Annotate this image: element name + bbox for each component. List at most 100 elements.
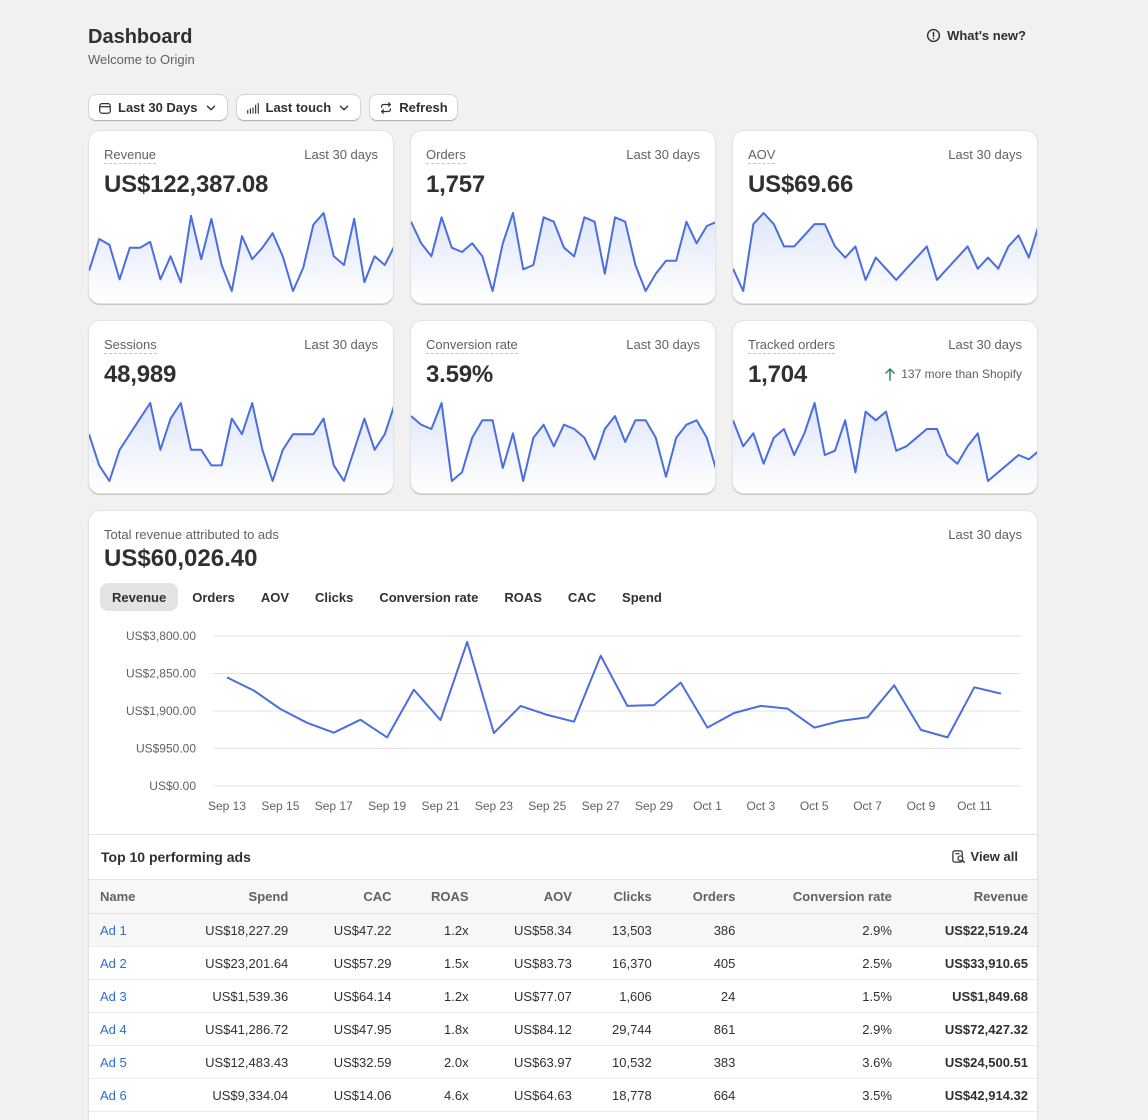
- data-point[interactable]: [781, 703, 793, 715]
- table-row[interactable]: Ad 4 US$41,286.72 US$47.95 1.8x US$84.12…: [89, 1012, 1037, 1046]
- refresh-button[interactable]: Refresh: [369, 94, 458, 121]
- metric-card-sessions: Sessions Last 30 days 48,989: [88, 320, 394, 494]
- table-row[interactable]: Ad 5 US$12,483.43 US$32.59 2.0x US$63.97…: [89, 1045, 1037, 1079]
- data-point[interactable]: [408, 684, 420, 696]
- cac-cell: US$32.59: [299, 1045, 403, 1079]
- orders-cell: 405: [662, 946, 747, 980]
- data-point[interactable]: [755, 700, 767, 712]
- data-point[interactable]: [862, 711, 874, 723]
- data-point[interactable]: [942, 731, 954, 743]
- ad-link[interactable]: Ad 4: [100, 1021, 127, 1037]
- column-header-aov[interactable]: AOV: [479, 879, 583, 914]
- tab-conversion-rate[interactable]: Conversion rate: [379, 589, 479, 605]
- metric-label[interactable]: Revenue: [104, 147, 157, 164]
- table-row[interactable]: Ad 1 US$18,227.29 US$47.22 1.2x US$58.34…: [89, 913, 1037, 947]
- ad-link[interactable]: Ad 5: [100, 1054, 127, 1070]
- ad-link[interactable]: Ad 1: [100, 922, 127, 938]
- column-header-spend[interactable]: Spend: [163, 879, 300, 914]
- sparkline-area: [411, 213, 715, 303]
- aov-cell: US$77.07: [479, 979, 583, 1013]
- metric-card-tracked-orders: Tracked orders Last 30 days 1,704 137 mo…: [732, 320, 1038, 494]
- data-point[interactable]: [461, 636, 473, 648]
- column-header-revenue[interactable]: Revenue: [902, 879, 1037, 914]
- metric-value: 1,757: [426, 171, 486, 198]
- data-point[interactable]: [995, 688, 1007, 700]
- metric-period: Last 30 days: [626, 147, 700, 162]
- metric-label[interactable]: Orders: [426, 147, 466, 164]
- y-tick-label: US$3,800.00: [126, 629, 196, 643]
- metric-value: 48,989: [104, 361, 177, 388]
- column-header-conversion-rate[interactable]: Conversion rate: [746, 879, 903, 914]
- orders-cell: 386: [662, 913, 747, 947]
- data-point[interactable]: [728, 707, 740, 719]
- data-point[interactable]: [675, 677, 687, 689]
- data-point[interactable]: [541, 709, 553, 721]
- tab-cac[interactable]: CAC: [567, 589, 597, 605]
- spend-cell: US$9,334.04: [163, 1078, 300, 1112]
- metric-value: 1,704: [748, 361, 808, 388]
- sparkline: [89, 402, 393, 493]
- data-point[interactable]: [888, 679, 900, 691]
- metric-label[interactable]: AOV: [748, 147, 776, 164]
- data-point[interactable]: [488, 727, 500, 739]
- roas-cell: 1.5x: [402, 946, 480, 980]
- ads-revenue-period: Last 30 days: [948, 527, 1022, 542]
- revenue-series-line: [226, 640, 1002, 739]
- column-header-cac[interactable]: CAC: [299, 879, 403, 914]
- data-point[interactable]: [701, 722, 713, 734]
- view-all-button[interactable]: View all: [951, 849, 1018, 864]
- data-point[interactable]: [648, 699, 660, 711]
- data-point[interactable]: [301, 717, 313, 729]
- ad-link[interactable]: Ad 2: [100, 955, 127, 971]
- data-point[interactable]: [595, 650, 607, 662]
- tab-clicks[interactable]: Clicks: [315, 589, 354, 605]
- tab-aov[interactable]: AOV: [260, 589, 290, 605]
- attribution-button[interactable]: Last touch: [235, 94, 362, 121]
- metric-label[interactable]: Tracked orders: [748, 337, 835, 354]
- data-point[interactable]: [381, 731, 393, 743]
- data-point[interactable]: [248, 684, 260, 696]
- table-row[interactable]: Ad 3 US$1,539.36 US$64.14 1.2x US$77.07 …: [89, 979, 1037, 1013]
- data-point[interactable]: [568, 716, 580, 728]
- page-subtitle: Welcome to Origin: [88, 52, 195, 67]
- comparison-note: 137 more than Shopify: [884, 367, 1022, 381]
- ad-link[interactable]: Ad 3: [100, 988, 127, 1004]
- sparkline-line: [89, 212, 393, 292]
- date-range-button[interactable]: Last 30 Days: [88, 94, 228, 121]
- table-row[interactable]: Ad 2 US$23,201.64 US$57.29 1.5x US$83.73…: [89, 946, 1037, 980]
- tab-revenue[interactable]: Revenue: [100, 583, 179, 611]
- data-point[interactable]: [274, 703, 286, 715]
- metric-label[interactable]: Sessions: [104, 337, 157, 354]
- calendar-icon: [99, 102, 111, 114]
- data-point[interactable]: [435, 714, 447, 726]
- data-point[interactable]: [808, 722, 820, 734]
- tab-roas[interactable]: ROAS: [504, 589, 542, 605]
- column-header-clicks[interactable]: Clicks: [582, 879, 663, 914]
- column-header-name[interactable]: Name: [89, 879, 164, 914]
- data-point[interactable]: [915, 724, 927, 736]
- x-tick-label: Sep 29: [635, 799, 673, 813]
- table-row[interactable]: Ad 6 US$9,334.04 US$14.06 4.6x US$64.63 …: [89, 1078, 1037, 1112]
- whats-new-button[interactable]: What's new?: [926, 28, 1026, 43]
- sparkline-line: [733, 402, 1037, 482]
- metric-label[interactable]: Conversion rate: [426, 337, 518, 354]
- data-point[interactable]: [621, 700, 633, 712]
- data-point[interactable]: [328, 727, 340, 739]
- data-point[interactable]: [221, 671, 233, 683]
- orders-cell: 24: [662, 979, 747, 1013]
- spend-cell: US$1,539.36: [163, 979, 300, 1013]
- data-point[interactable]: [968, 681, 980, 693]
- clicks-cell: 10,532: [582, 1045, 663, 1079]
- aov-cell: US$63.97: [479, 1045, 583, 1079]
- column-header-roas[interactable]: ROAS: [402, 879, 480, 914]
- spend-cell: US$23,201.64: [163, 946, 300, 980]
- data-point[interactable]: [835, 715, 847, 727]
- ad-link[interactable]: Ad 6: [100, 1087, 127, 1103]
- tab-spend[interactable]: Spend: [622, 589, 662, 605]
- page-title: Dashboard: [88, 26, 193, 48]
- data-point[interactable]: [515, 700, 527, 712]
- column-header-orders[interactable]: Orders: [662, 879, 747, 914]
- tab-orders[interactable]: Orders: [192, 589, 235, 605]
- clicks-cell: 13,503: [582, 913, 663, 947]
- data-point[interactable]: [354, 714, 366, 726]
